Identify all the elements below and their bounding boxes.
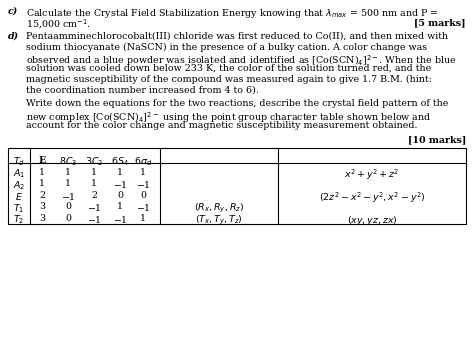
Text: c): c) (8, 7, 18, 16)
Text: $(T_x, T_y, T_z)$: $(T_x, T_y, T_z)$ (195, 214, 243, 227)
Text: 1: 1 (65, 179, 71, 188)
Text: $-$1: $-$1 (136, 202, 150, 213)
Text: the coordination number increased from 4 to 6).: the coordination number increased from 4… (26, 85, 259, 94)
Text: 0: 0 (65, 214, 71, 223)
Text: 1: 1 (39, 179, 45, 188)
Text: 2: 2 (39, 191, 45, 199)
Text: 0: 0 (117, 191, 123, 199)
Text: $x^2+y^2+z^2$: $x^2+y^2+z^2$ (344, 168, 400, 182)
Text: new complex [Co(SCN)$_4$]$^{2-}$ using the point group character table shown bel: new complex [Co(SCN)$_4$]$^{2-}$ using t… (26, 110, 431, 125)
Text: 1: 1 (91, 168, 97, 177)
Text: $-$1: $-$1 (113, 214, 128, 224)
Text: $T_d$: $T_d$ (13, 156, 25, 168)
Text: $-$1: $-$1 (87, 214, 101, 224)
Text: 15,000 cm$^{-1}$.: 15,000 cm$^{-1}$. (26, 18, 91, 31)
Text: E: E (38, 156, 46, 165)
Text: $A_1$: $A_1$ (13, 168, 25, 180)
Text: [5 marks]: [5 marks] (414, 18, 466, 27)
Text: 1: 1 (39, 168, 45, 177)
Text: Pentaamminechlorocobalt(III) chloride was first reduced to Co(II), and then mixe: Pentaamminechlorocobalt(III) chloride wa… (26, 31, 448, 41)
Text: 1: 1 (91, 179, 97, 188)
Text: [10 marks]: [10 marks] (408, 135, 466, 144)
Text: $-$1: $-$1 (113, 179, 128, 190)
Text: account for the color change and magnetic susceptibility measurement obtained.: account for the color change and magneti… (26, 121, 418, 130)
Text: $8C_3$: $8C_3$ (59, 156, 77, 168)
Text: 3: 3 (39, 202, 45, 211)
Text: 1: 1 (140, 168, 146, 177)
Text: 3: 3 (39, 214, 45, 223)
Text: 1: 1 (117, 168, 123, 177)
Text: $A_2$: $A_2$ (13, 179, 25, 191)
Text: $E$: $E$ (15, 191, 23, 202)
Text: Calculate the Crystal Field Stabilization Energy knowing that $\lambda_{max}$ = : Calculate the Crystal Field Stabilizatio… (26, 7, 439, 20)
Text: $6\sigma_d$: $6\sigma_d$ (134, 156, 152, 168)
Text: $6S_4$: $6S_4$ (111, 156, 129, 168)
Text: $T_1$: $T_1$ (13, 202, 25, 215)
Text: $-$1: $-$1 (136, 179, 150, 190)
Text: sodium thiocyanate (NaSCN) in the presence of a bulky cation. A color change was: sodium thiocyanate (NaSCN) in the presen… (26, 42, 427, 51)
Text: 1: 1 (140, 214, 146, 223)
Text: $-$1: $-$1 (61, 191, 75, 202)
Text: $(2z^2-x^2-y^2, x^2-y^2)$: $(2z^2-x^2-y^2, x^2-y^2)$ (319, 191, 425, 205)
Text: $T_2$: $T_2$ (13, 214, 25, 226)
Text: 2: 2 (91, 191, 97, 199)
Text: observed and a blue powder was isolated and identified as [Co(SCN)$_4$]$^{2-}$. : observed and a blue powder was isolated … (26, 53, 456, 68)
Text: $(R_x, R_y, R_z)$: $(R_x, R_y, R_z)$ (194, 202, 244, 215)
Text: $-$1: $-$1 (87, 202, 101, 213)
Text: d): d) (8, 31, 19, 41)
Text: 1: 1 (65, 168, 71, 177)
Text: $(xy, yz, zx)$: $(xy, yz, zx)$ (346, 214, 397, 227)
Text: solution was cooled down below 233 K, the color of the solution turned red, and : solution was cooled down below 233 K, th… (26, 64, 431, 73)
Text: magnetic susceptibility of the compound was measured again to give 1.7 B.M. (hin: magnetic susceptibility of the compound … (26, 75, 432, 84)
Text: 1: 1 (117, 202, 123, 211)
Text: 0: 0 (140, 191, 146, 199)
Text: $3C_2$: $3C_2$ (85, 156, 103, 168)
Text: Write down the equations for the two reactions, describe the crystal field patte: Write down the equations for the two rea… (26, 100, 448, 108)
Text: 0: 0 (65, 202, 71, 211)
Bar (8, 148, 466, 224)
